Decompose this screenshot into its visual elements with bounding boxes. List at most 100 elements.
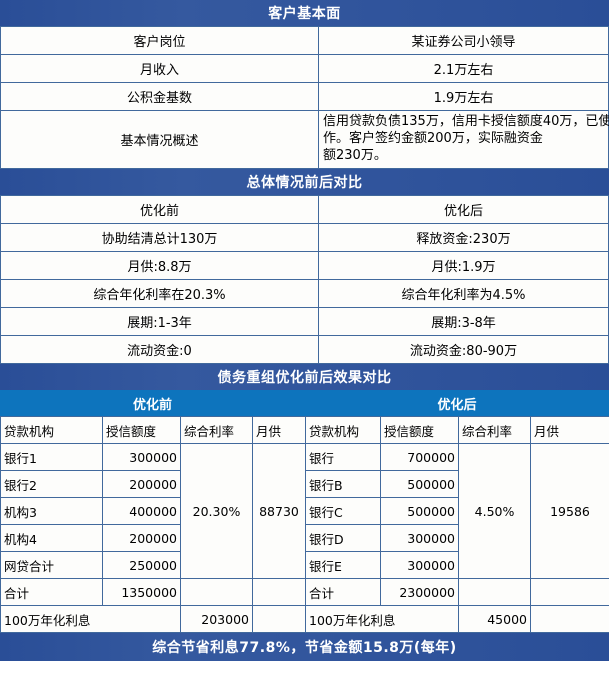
debt-before-row-4-org: 网贷合计 — [0, 551, 103, 579]
debt-before-total-monthly-blank — [252, 578, 306, 606]
debt-after-total-rate-blank — [458, 578, 531, 606]
debt-before-table: 贷款机构 授信额度 综合利率 月供 银行1 300000 20.30% 8873… — [0, 416, 306, 633]
debt-before-total-rate-blank — [180, 578, 253, 606]
basic-row-0-value: 某证券公司小领导 — [318, 26, 609, 55]
debt-after-row-1-amount: 500000 — [380, 470, 459, 498]
debt-before-annual-label: 100万年化利息 — [0, 605, 181, 633]
summary-line-0: 信用贷款负债135万，信用卡授信额度40万，已使用36万，存在刷卡套现的操 — [323, 114, 609, 129]
debt-after-col-0: 贷款机构 — [305, 416, 381, 444]
table-row-total: 合计 1350000 — [0, 578, 306, 606]
debt-after-col-1: 授信额度 — [380, 416, 459, 444]
overall-compare-table: 优化前 优化后 协助结清总计130万 释放资金:230万 月供:8.8万 月供:… — [0, 195, 609, 364]
overall-header-after: 优化后 — [318, 195, 609, 224]
debt-before-monthly: 88730 — [252, 443, 306, 579]
table-row: 机构4 200000 — [0, 524, 306, 552]
basic-row-1-label: 月收入 — [0, 54, 319, 83]
debt-after-col-2: 综合利率 — [458, 416, 531, 444]
section-title-overall: 总体情况前后对比 — [0, 169, 609, 195]
debt-after-annual-value: 45000 — [458, 605, 531, 633]
debt-after-heading: 优化后 — [305, 390, 609, 416]
table-row: 月收入 2.1万左右 — [0, 54, 609, 83]
table-row-annual: 100万年化利息 45000 — [305, 605, 609, 633]
section-title-basic: 客户基本面 — [0, 0, 609, 26]
debt-before-row-2-org: 机构3 — [0, 497, 103, 525]
debt-compare-split: 优化前 贷款机构 授信额度 综合利率 月供 银行1 300000 20.30% … — [0, 390, 609, 633]
debt-after-row-0-org: 银行 — [305, 443, 381, 471]
summary-body: 信用贷款负债135万，信用卡授信额度40万，已使用36万，存在刷卡套现的操 作。… — [318, 110, 609, 169]
table-row: 银行C 500000 — [305, 497, 609, 525]
debt-before-row-1-amount: 200000 — [102, 470, 181, 498]
debt-after-row-1-org: 银行B — [305, 470, 381, 498]
debt-before-col-0: 贷款机构 — [0, 416, 103, 444]
basic-info-table: 客户岗位 某证券公司小领导 月收入 2.1万左右 公积金基数 1.9万左右 基本… — [0, 26, 609, 169]
debt-before-row-4-amount: 250000 — [102, 551, 181, 579]
table-row-summary: 基本情况概述 信用贷款负债135万，信用卡授信额度40万，已使用36万，存在刷卡… — [0, 110, 609, 169]
debt-after-panel: 优化后 贷款机构 授信额度 综合利率 月供 银行 700000 4.50% 19… — [305, 390, 609, 633]
debt-before-row-0-amount: 300000 — [102, 443, 181, 471]
overall-header-before: 优化前 — [0, 195, 319, 224]
table-row: 银行2 200000 — [0, 470, 306, 498]
debt-before-row-3-org: 机构4 — [0, 524, 103, 552]
overall-row-1-after: 月供:1.9万 — [318, 251, 609, 280]
overall-row-4-after: 流动资金:80-90万 — [318, 335, 609, 364]
debt-before-annual-blank — [252, 605, 306, 633]
table-row: 银行1 300000 20.30% 88730 — [0, 443, 306, 579]
overall-row-0-after: 释放资金:230万 — [318, 223, 609, 252]
table-row: 协助结清总计130万 释放资金:230万 — [0, 223, 609, 252]
overall-row-3-before: 展期:1-3年 — [0, 307, 319, 336]
table-row: 月供:8.8万 月供:1.9万 — [0, 251, 609, 280]
debt-after-row-2-org: 银行C — [305, 497, 381, 525]
debt-after-table: 贷款机构 授信额度 综合利率 月供 银行 700000 4.50% 19586 … — [305, 416, 609, 633]
table-row: 银行 700000 4.50% 19586 — [305, 443, 609, 579]
debt-before-total-amount: 1350000 — [102, 578, 181, 606]
debt-before-row-0-org: 银行1 — [0, 443, 103, 471]
table-row: 银行D 300000 — [305, 524, 609, 552]
section-title-debt: 债务重组优化前后效果对比 — [0, 364, 609, 390]
table-row: 流动资金:0 流动资金:80-90万 — [0, 335, 609, 364]
table-header-row: 贷款机构 授信额度 综合利率 月供 — [0, 416, 306, 444]
debt-after-total-label: 合计 — [305, 578, 381, 606]
debt-after-monthly: 19586 — [530, 443, 609, 579]
debt-before-total-label: 合计 — [0, 578, 103, 606]
debt-after-annual-label: 100万年化利息 — [305, 605, 459, 633]
overall-row-2-before: 综合年化利率在20.3% — [0, 279, 319, 308]
debt-after-row-3-org: 银行D — [305, 524, 381, 552]
basic-row-2-value: 1.9万左右 — [318, 82, 609, 111]
overall-row-3-after: 展期:3-8年 — [318, 307, 609, 336]
debt-after-annual-blank — [530, 605, 609, 633]
debt-before-annual-value: 203000 — [180, 605, 253, 633]
overall-row-1-before: 月供:8.8万 — [0, 251, 319, 280]
debt-after-total-monthly-blank — [530, 578, 609, 606]
basic-row-2-label: 公积金基数 — [0, 82, 319, 111]
basic-row-0-label: 客户岗位 — [0, 26, 319, 55]
overall-row-0-before: 协助结清总计130万 — [0, 223, 319, 252]
debt-before-heading: 优化前 — [0, 390, 305, 416]
footer-summary-banner: 综合节省利息77.8%，节省金额15.8万(每年) — [0, 633, 609, 661]
table-header-row: 优化前 优化后 — [0, 195, 609, 224]
basic-row-1-value: 2.1万左右 — [318, 54, 609, 83]
overall-row-2-after: 综合年化利率为4.5% — [318, 279, 609, 308]
debt-before-row-3-amount: 200000 — [102, 524, 181, 552]
debt-after-row-4-amount: 300000 — [380, 551, 459, 579]
debt-before-row-1-org: 银行2 — [0, 470, 103, 498]
debt-before-col-1: 授信额度 — [102, 416, 181, 444]
debt-after-rate: 4.50% — [458, 443, 531, 579]
table-row: 综合年化利率在20.3% 综合年化利率为4.5% — [0, 279, 609, 308]
summary-line-1: 作。客户签约金额200万，实际融资金 — [323, 131, 543, 146]
table-row: 网贷合计 250000 — [0, 551, 306, 579]
debt-after-total-amount: 2300000 — [380, 578, 459, 606]
summary-label: 基本情况概述 — [0, 110, 319, 169]
debt-before-col-3: 月供 — [252, 416, 306, 444]
debt-after-row-4-org: 银行E — [305, 551, 381, 579]
overall-row-4-before: 流动资金:0 — [0, 335, 319, 364]
table-row: 银行B 500000 — [305, 470, 609, 498]
table-row-total: 合计 2300000 — [305, 578, 609, 606]
table-row: 客户岗位 某证券公司小领导 — [0, 26, 609, 55]
table-header-row: 贷款机构 授信额度 综合利率 月供 — [305, 416, 609, 444]
debt-after-row-0-amount: 700000 — [380, 443, 459, 471]
debt-before-panel: 优化前 贷款机构 授信额度 综合利率 月供 银行1 300000 20.30% … — [0, 390, 306, 633]
table-row: 公积金基数 1.9万左右 — [0, 82, 609, 111]
table-row: 银行E 300000 — [305, 551, 609, 579]
summary-line-2: 额230万。 — [323, 148, 387, 163]
